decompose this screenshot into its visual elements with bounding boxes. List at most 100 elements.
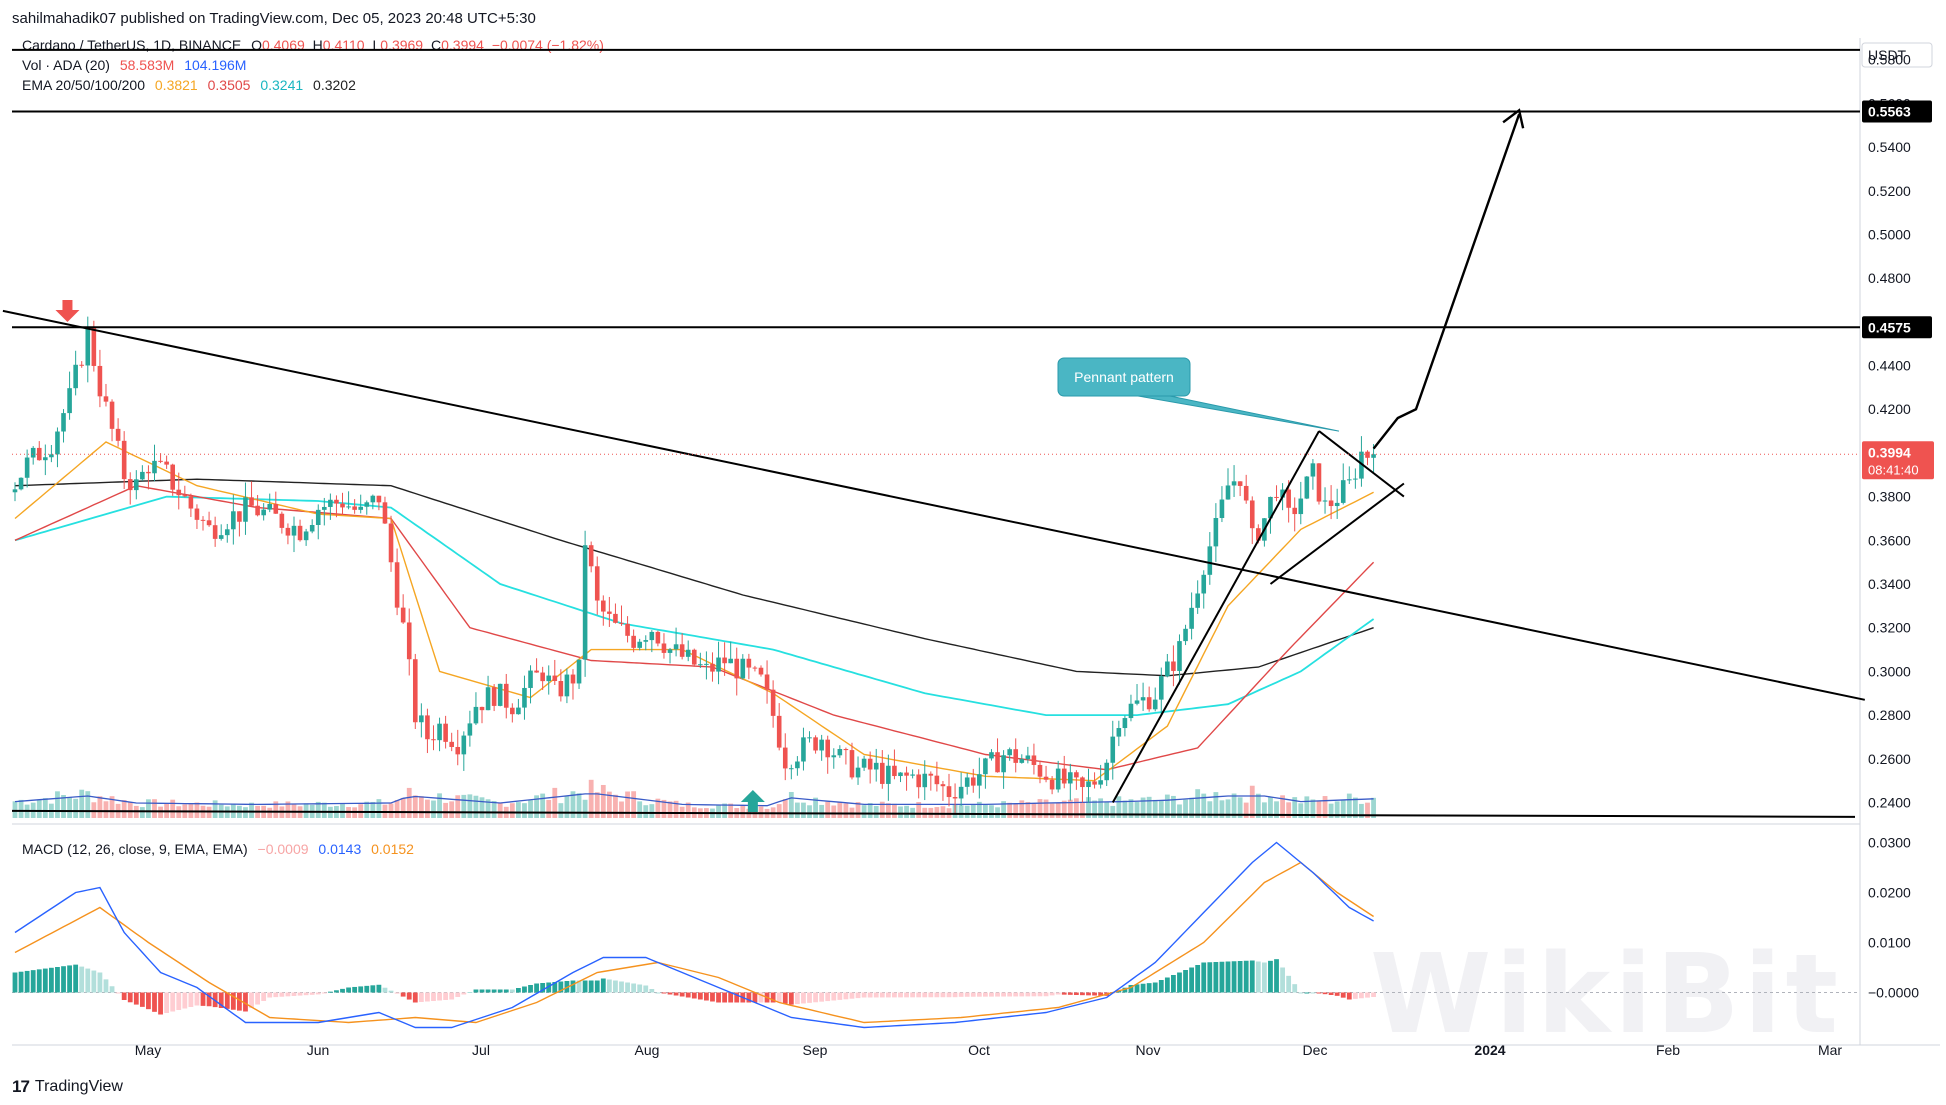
- ema-label[interactable]: EMA 20/50/100/200: [22, 77, 145, 93]
- volume-bar: [1371, 797, 1376, 818]
- macd-hist-bar: [139, 992, 145, 1007]
- macd-hist-bar: [1286, 975, 1292, 993]
- macd-hist-bar: [1080, 992, 1085, 996]
- candle-body: [212, 525, 218, 539]
- macd-hist-bar: [1280, 967, 1285, 993]
- candle-body: [406, 622, 412, 660]
- candle-body: [1007, 749, 1012, 756]
- x-tick-label: Jul: [472, 1042, 490, 1058]
- volume-bar: [1104, 802, 1110, 818]
- footer-brand[interactable]: 17 TradingView: [12, 1077, 123, 1097]
- candle-body: [425, 715, 430, 740]
- macd-hist-bar: [24, 970, 30, 993]
- macd-line: [14, 841, 1374, 1029]
- macd-hist-bar: [1164, 977, 1170, 993]
- macd-hist-bar: [1365, 992, 1370, 998]
- macd-hist-bar: [613, 980, 618, 993]
- macd-label[interactable]: MACD (12, 26, close, 9, EMA, EMA): [22, 841, 248, 857]
- callout-box: [1057, 357, 1191, 397]
- volume-bar: [1183, 799, 1188, 818]
- macd-hist-bar: [649, 989, 655, 993]
- macd-hist-bar: [1140, 983, 1146, 993]
- volume-bar: [388, 803, 394, 818]
- macd-hist-bar: [1152, 982, 1158, 993]
- volume-bar: [1346, 793, 1352, 818]
- macd-hist-bar: [73, 964, 79, 993]
- volume-bar: [552, 787, 558, 818]
- volume-bar: [613, 794, 618, 818]
- volume-bar: [437, 793, 442, 818]
- volume-bar: [1013, 803, 1019, 818]
- candle-body: [1316, 463, 1322, 502]
- volume-label[interactable]: Vol · ADA (20): [22, 57, 110, 73]
- macd-hist-bar: [121, 992, 127, 1000]
- candle-body: [1049, 779, 1055, 790]
- macd-hist-bar: [321, 992, 327, 994]
- candle-body: [1019, 759, 1025, 763]
- volume-bar: [364, 801, 370, 818]
- volume-bar: [431, 800, 436, 818]
- macd-hist-bar: [133, 992, 139, 1005]
- y-tick-label: 0.3800: [1868, 489, 1911, 505]
- candle-body: [807, 737, 812, 739]
- candle-body: [43, 457, 48, 461]
- macd-hist-bar: [637, 984, 643, 993]
- volume-bar: [406, 787, 412, 818]
- candle-body: [1001, 755, 1006, 773]
- volume-bar: [1001, 801, 1006, 818]
- macd-hist-bar: [1061, 992, 1067, 995]
- macd-hist-bar: [1001, 992, 1006, 997]
- macd-hist-bar: [48, 967, 54, 993]
- candle-body: [188, 496, 194, 509]
- macd-hist-bar: [158, 992, 163, 1015]
- volume-bar: [1140, 797, 1146, 818]
- volume-bar: [801, 802, 806, 818]
- volume-bar: [485, 799, 491, 818]
- candle-body: [983, 758, 988, 775]
- candle-body: [1328, 500, 1334, 507]
- sell-arrow-icon: [55, 300, 80, 322]
- candle-body: [1128, 703, 1134, 719]
- volume-bar: [12, 801, 18, 818]
- macd-hist-bar: [995, 992, 1000, 997]
- macd-hist-bar: [1249, 960, 1255, 993]
- volume-bar: [843, 803, 849, 818]
- macd-hist-bar: [370, 985, 376, 993]
- macd-hist-value: −0.0009: [257, 841, 309, 857]
- macd-hist-bar: [855, 992, 861, 999]
- volume-bar: [42, 798, 48, 818]
- candle-body: [516, 707, 521, 715]
- volume-bar: [273, 801, 279, 818]
- volume-bar: [825, 801, 831, 818]
- macd-hist-bar: [170, 992, 176, 1012]
- candle-body: [1340, 480, 1346, 503]
- volume-bar: [1255, 793, 1261, 818]
- macd-hist-bar: [819, 992, 825, 1002]
- macd-hist-bar: [801, 992, 806, 1004]
- candle-body: [127, 479, 133, 491]
- candle-body: [522, 687, 527, 708]
- volume-bar: [1280, 795, 1285, 818]
- candle-body: [267, 503, 273, 510]
- macd-hist-bar: [467, 992, 473, 993]
- macd-hist-bar: [594, 980, 600, 993]
- macd-hist-bar: [509, 989, 515, 993]
- candle-body: [431, 739, 436, 741]
- candle-body: [370, 495, 376, 503]
- candle-body: [91, 326, 97, 366]
- volume-bar: [400, 797, 406, 818]
- candle-body: [140, 471, 145, 480]
- candle-body: [892, 765, 897, 777]
- volume-bar: [1189, 797, 1195, 818]
- volume-bar: [1352, 797, 1358, 818]
- macd-hist-bar: [849, 992, 855, 999]
- candle-body: [904, 772, 909, 776]
- candle-body: [710, 663, 715, 672]
- candle-body: [1061, 768, 1067, 784]
- candle-body: [49, 454, 54, 458]
- candle-body: [764, 674, 770, 690]
- candle-body: [1359, 451, 1364, 479]
- candle-body: [1158, 676, 1164, 700]
- candle-body: [73, 364, 78, 389]
